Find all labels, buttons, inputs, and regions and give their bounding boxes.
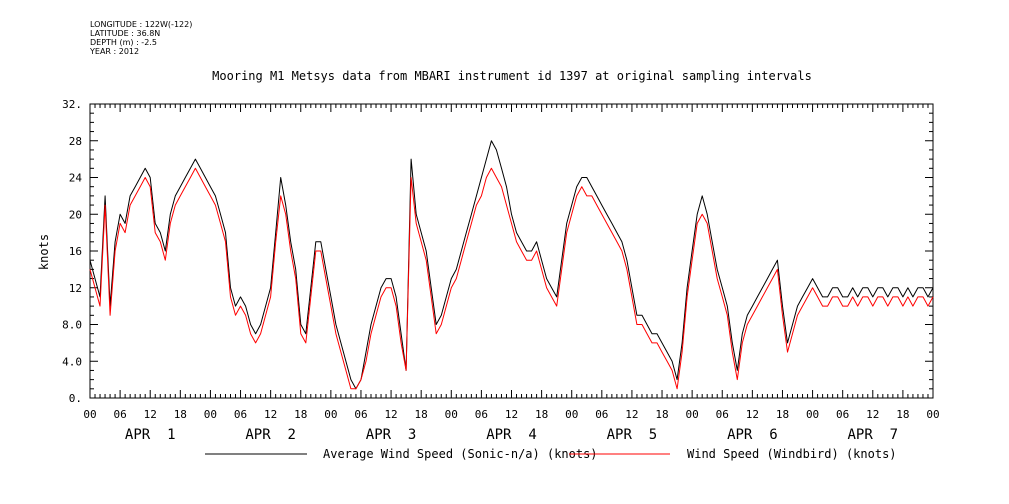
x-tick-label: 18 <box>294 408 307 421</box>
x-tick-label: 00 <box>806 408 819 421</box>
day-label: APR 3 <box>366 427 417 443</box>
x-tick-label: 00 <box>926 408 939 421</box>
series-line-sonic <box>89 140 934 390</box>
y-tick-label: 32. <box>62 98 82 111</box>
series-line-windbird <box>89 167 934 390</box>
x-tick-label: 12 <box>505 408 518 421</box>
y-axis: 0. 4.0 8.0 12 16 20 24 28 32. <box>62 98 933 405</box>
day-label: APR 5 <box>607 427 658 443</box>
x-tick-label: 18 <box>896 408 909 421</box>
x-tick-label: 00 <box>324 408 337 421</box>
y-tick-label: 24 <box>69 172 83 185</box>
y-tick-label: 8.0 <box>62 319 82 332</box>
x-tick-label: 12 <box>144 408 157 421</box>
x-tick-label: 00 <box>686 408 699 421</box>
year-label: YEAR : 2012 <box>90 47 140 56</box>
chart-title: Mooring M1 Metsys data from MBARI instru… <box>212 69 812 83</box>
x-tick-label: 12 <box>866 408 879 421</box>
y-tick-label: 28 <box>69 135 82 148</box>
y-tick-label: 20 <box>69 208 82 221</box>
x-tick-label: 00 <box>565 408 578 421</box>
day-label: APR 4 <box>486 427 537 443</box>
legend: Average Wind Speed (Sonic-n/a) (knots) W… <box>205 447 897 461</box>
longitude-label: LONGITUDE : 122W(-122) <box>90 20 193 29</box>
x-tick-label: 18 <box>415 408 428 421</box>
day-label: APR 2 <box>245 427 296 443</box>
x-axis: 00 06 12 18 00 06 12 18 00 06 12 18 00 06 12 18 00 06 12 18… <box>83 104 940 443</box>
x-tick-label: 18 <box>776 408 789 421</box>
x-tick-label: 06 <box>113 408 126 421</box>
plot-frame <box>89 103 934 399</box>
legend-label-sonic: Average Wind Speed (Sonic-n/a) (knots) <box>323 447 598 461</box>
x-tick-label: 06 <box>475 408 488 421</box>
day-label: APR 1 <box>125 427 176 443</box>
y-tick-label: 0. <box>69 392 82 405</box>
y-tick-label: 4.0 <box>62 355 82 368</box>
y-tick-label: 16 <box>69 245 82 258</box>
day-label: APR 6 <box>727 427 778 443</box>
x-tick-label: 00 <box>204 408 217 421</box>
depth-label: DEPTH (m) : -2.5 <box>90 38 157 47</box>
day-label: APR 7 <box>847 427 898 443</box>
latitude-label: LATITUDE : 36.8N <box>90 29 161 38</box>
x-tick-label: 12 <box>625 408 638 421</box>
x-tick-label: 18 <box>174 408 187 421</box>
x-tick-label: 12 <box>384 408 397 421</box>
x-tick-label: 06 <box>234 408 247 421</box>
series-layer <box>89 140 934 390</box>
x-tick-label: 00 <box>445 408 458 421</box>
station-metadata: LONGITUDE : 122W(-122) LATITUDE : 36.8N … <box>90 20 192 56</box>
x-tick-label: 18 <box>655 408 668 421</box>
x-tick-label: 06 <box>354 408 367 421</box>
x-tick-label: 06 <box>716 408 729 421</box>
x-tick-label: 18 <box>535 408 548 421</box>
x-tick-label: 06 <box>595 408 608 421</box>
legend-label-windbird: Wind Speed (Windbird) (knots) <box>687 447 897 461</box>
x-tick-label: 12 <box>264 408 277 421</box>
x-tick-label: 00 <box>83 408 96 421</box>
y-axis-label: knots <box>37 234 51 270</box>
x-tick-label: 06 <box>836 408 849 421</box>
y-tick-label: 12 <box>69 282 82 295</box>
x-tick-label: 12 <box>746 408 759 421</box>
